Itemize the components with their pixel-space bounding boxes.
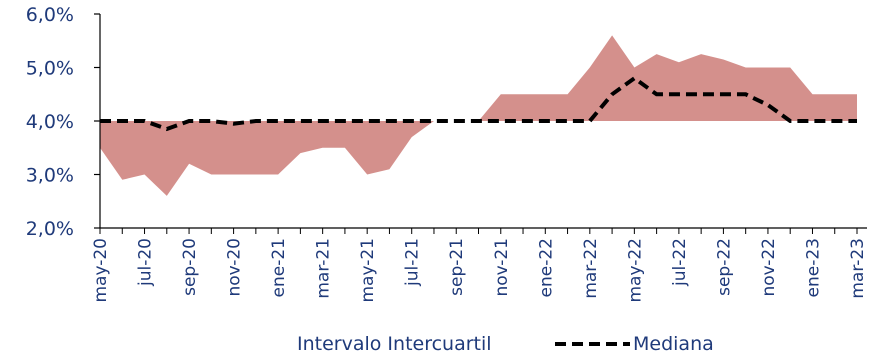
x-tick-label: sep-22 (714, 238, 734, 296)
median-line (100, 75, 857, 132)
interquartile-band (100, 35, 857, 196)
x-tick-label: ene-22 (536, 238, 556, 297)
y-tick-label: 5,0% (26, 58, 74, 80)
x-tick-label: nov-21 (492, 238, 512, 297)
y-tick-labels: 2,0% 3,0% 4,0% 5,0% 6,0% (26, 4, 74, 240)
x-tick-label: jul-21 (403, 238, 423, 287)
x-tick-label: ene-23 (803, 238, 823, 297)
x-tick-label: sep-20 (180, 238, 200, 296)
x-tick-label: sep-21 (447, 238, 467, 296)
y-tick-label: 6,0% (26, 4, 74, 26)
median-line-layer (100, 75, 857, 132)
y-tick-label: 3,0% (26, 165, 74, 187)
x-tick-label: mar-22 (581, 238, 601, 299)
axes (94, 13, 867, 234)
legend-label-median: Mediana (633, 333, 714, 355)
x-tick-label: mar-21 (314, 238, 334, 299)
x-tick-label: mar-23 (848, 238, 868, 299)
x-tick-label: may-20 (91, 238, 111, 303)
x-tick-label: nov-20 (225, 238, 245, 297)
y-tick-label: 2,0% (26, 218, 74, 240)
x-tick-label: may-22 (625, 238, 645, 303)
legend-label-band: Intervalo Intercuartil (297, 333, 492, 355)
x-tick-label: jul-22 (670, 238, 690, 287)
interquartile-band-layer (100, 35, 857, 196)
x-tick-label: jul-20 (136, 238, 156, 287)
x-tick-label: nov-22 (759, 238, 779, 297)
x-tick-label: may-21 (358, 238, 378, 303)
y-tick-label: 4,0% (26, 111, 74, 133)
x-tick-label: ene-21 (269, 238, 289, 297)
x-tick-labels: may-20 jul-20 sep-20 nov-20 ene-21 mar-21 may-… (91, 238, 868, 303)
legend: Intervalo Intercuartil Mediana (297, 333, 714, 355)
